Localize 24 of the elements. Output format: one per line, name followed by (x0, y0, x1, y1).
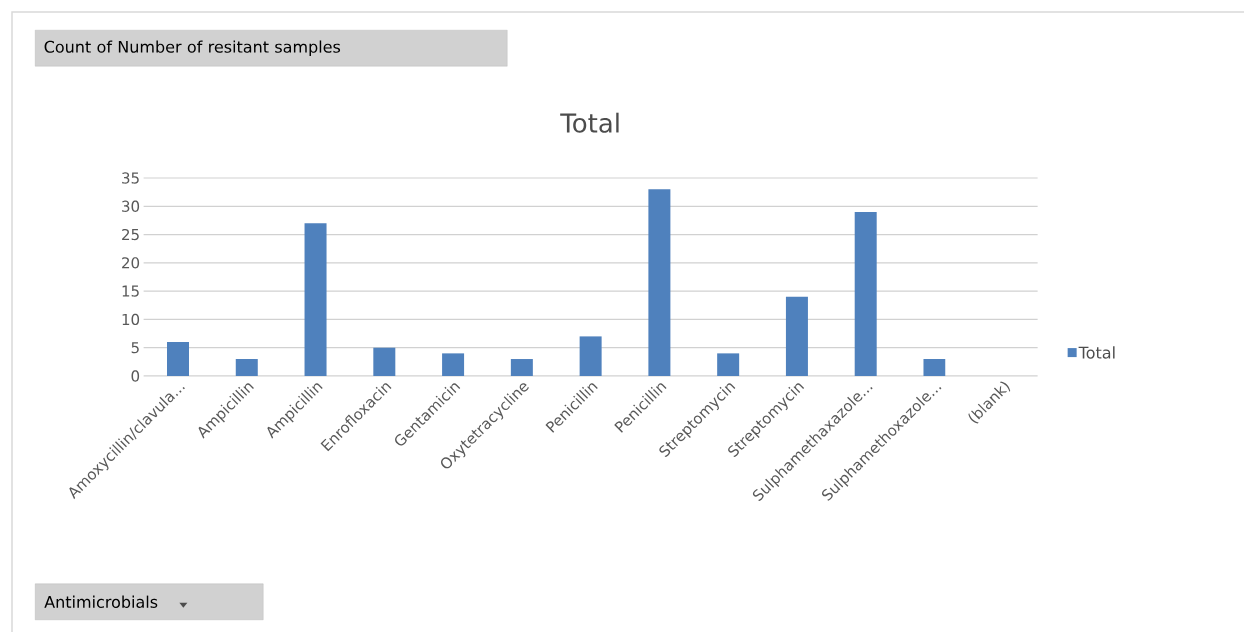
bar (373, 347, 396, 376)
bar (854, 211, 877, 376)
chart-title: Total (560, 112, 619, 133)
bar (717, 353, 740, 376)
bar (304, 223, 327, 376)
y-tick-label: 20 (122, 257, 140, 269)
bar (510, 359, 533, 376)
bar (442, 353, 465, 376)
bar (579, 336, 602, 376)
y-tick-label: 25 (122, 228, 139, 241)
y-tick-label: 15 (122, 285, 139, 297)
bar (785, 296, 808, 376)
y-tick-label: 30 (122, 200, 140, 212)
y-tick-label: 35 (122, 172, 139, 184)
text: Antimicrobials (44, 595, 158, 608)
legend-label: Total (1078, 346, 1115, 359)
y-tick-label: 5 (131, 342, 139, 354)
y-tick-label: 10 (122, 313, 140, 326)
bar (923, 359, 946, 376)
bar (235, 359, 258, 376)
y-tick-label: 0 (131, 370, 140, 382)
text: Count of Number of resitant samples (44, 40, 341, 56)
bar (167, 342, 189, 376)
bar (648, 189, 671, 376)
